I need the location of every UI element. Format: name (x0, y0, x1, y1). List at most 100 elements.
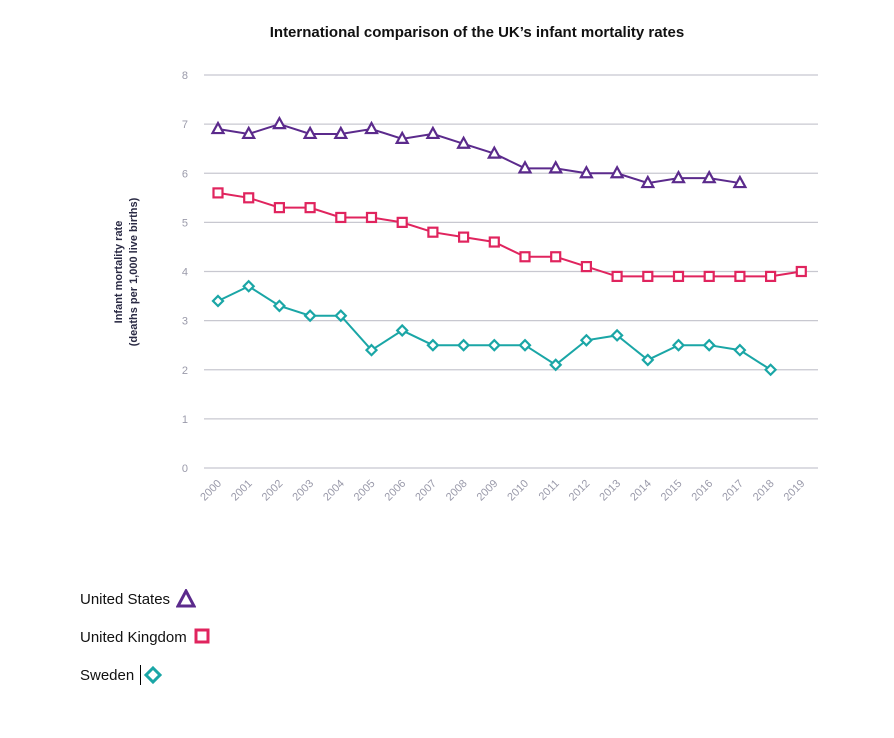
data-point (241, 125, 257, 140)
x-tick-label: 2012 (567, 478, 593, 504)
data-point (672, 270, 685, 283)
legend-item-united-states: United States (80, 580, 213, 618)
data-point (488, 236, 500, 248)
data-point (456, 135, 471, 149)
data-point (641, 353, 655, 367)
data-point (395, 323, 409, 338)
data-point (333, 125, 349, 140)
x-tick-label: 2015 (659, 478, 685, 504)
x-tick-label: 2008 (444, 478, 470, 504)
x-tick-label: 2019 (782, 478, 808, 504)
data-point (610, 328, 624, 342)
data-point (458, 231, 470, 243)
x-tick-label: 2010 (505, 478, 531, 504)
legend-item-united-kingdom: United Kingdom (80, 618, 213, 656)
y-axis-label-line2: (deaths per 1,000 live births) (128, 197, 140, 346)
data-point (394, 130, 410, 144)
data-point (519, 251, 531, 263)
x-tick-label: 2002 (260, 478, 286, 504)
data-point (580, 260, 593, 273)
data-point (272, 115, 287, 130)
data-point (518, 338, 532, 352)
y-tick-label: 6 (182, 168, 188, 180)
text-cursor (140, 665, 142, 685)
y-tick-label: 8 (182, 70, 188, 82)
series-markers (210, 115, 807, 377)
legend-label-sweden: Sweden (80, 666, 135, 684)
data-point (426, 338, 440, 352)
data-point (609, 164, 625, 179)
x-tick-label: 2014 (628, 478, 654, 504)
data-point (427, 226, 439, 238)
data-point (457, 338, 471, 352)
data-point (702, 338, 716, 352)
x-tick-label: 2000 (198, 478, 224, 504)
chart-title: International comparison of the UK’s inf… (270, 24, 685, 41)
diamond-icon (144, 665, 163, 685)
data-point (795, 265, 807, 278)
series-line (217, 123, 741, 185)
series-lines (217, 123, 802, 371)
legend-label-united-kingdom: United Kingdom (80, 628, 187, 646)
y-tick-label: 4 (182, 267, 188, 279)
data-point (548, 160, 564, 174)
x-tick-label: 2003 (290, 478, 316, 504)
data-point (550, 251, 562, 263)
square-icon (194, 628, 210, 644)
data-point (272, 299, 286, 313)
x-tick-label: 2018 (751, 478, 777, 504)
x-tick-label: 2005 (352, 478, 378, 504)
y-tick-label: 3 (182, 316, 188, 328)
x-tick-label: 2016 (690, 478, 716, 504)
data-point (211, 294, 225, 308)
x-tick-label: 2011 (537, 478, 562, 503)
legend-label-united-states: United States (80, 590, 171, 608)
series-line (217, 285, 772, 371)
legend: United States United Kingdom Sweden (80, 580, 213, 694)
y-tick-label: 5 (182, 217, 188, 229)
data-point (642, 270, 654, 283)
y-axis-label-line1: Infant mortality rate (113, 221, 125, 324)
data-point (304, 202, 316, 214)
data-point (703, 270, 715, 283)
y-tick-labels: 0 1 2 3 4 5 6 7 8 (182, 70, 188, 475)
data-point (334, 309, 348, 323)
data-point (486, 145, 502, 159)
legend-item-sweden: Sweden (80, 656, 213, 694)
y-tick-label: 1 (182, 414, 188, 426)
x-tick-label: 2004 (321, 478, 347, 504)
data-point (640, 174, 656, 189)
data-point (671, 169, 686, 184)
data-point (396, 216, 408, 228)
data-point (733, 343, 747, 357)
data-point (611, 270, 623, 283)
data-point (273, 202, 285, 214)
data-point (732, 174, 748, 189)
data-point (212, 187, 224, 199)
data-point (701, 169, 717, 184)
data-point (242, 279, 256, 293)
data-point (517, 160, 533, 174)
y-tick-label: 7 (182, 119, 188, 131)
gridlines (204, 74, 818, 469)
data-point (364, 120, 379, 135)
x-tick-labels: 2000 2001 2002 2003 2004 2005 2006 2007 2008 2009… (198, 478, 807, 504)
data-point (243, 192, 255, 204)
data-point (210, 120, 226, 135)
data-point (365, 211, 378, 224)
data-point (302, 125, 318, 140)
data-point (425, 125, 441, 140)
data-point (303, 309, 317, 323)
data-point (764, 270, 777, 283)
triangle-icon (176, 589, 197, 608)
data-point (579, 333, 593, 347)
data-point (335, 211, 347, 224)
x-tick-label: 2013 (597, 478, 623, 504)
data-point (734, 270, 746, 283)
line-chart: International comparison of the UK’s inf… (113, 24, 818, 504)
x-tick-label: 2007 (413, 478, 439, 504)
y-tick-label: 0 (182, 463, 188, 475)
data-point (487, 338, 501, 352)
data-point (671, 338, 686, 352)
data-point (579, 164, 594, 179)
